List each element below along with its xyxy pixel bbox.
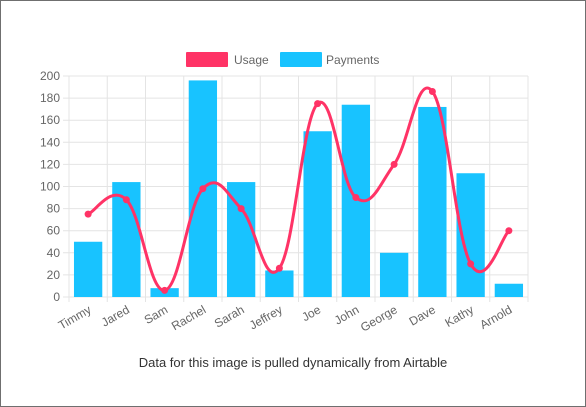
usage-point-sam[interactable] (161, 286, 169, 294)
y-tick-label: 0 (53, 290, 60, 304)
payments-bars (73, 80, 524, 297)
usage-point-dave[interactable] (428, 87, 436, 95)
bar-dave[interactable] (418, 106, 447, 297)
y-tick-label: 20 (47, 268, 61, 282)
usage-point-jeffrey[interactable] (275, 264, 283, 272)
x-tick-label: Arnold (477, 302, 514, 331)
bar-george[interactable] (379, 252, 409, 297)
y-tick-label: 180 (40, 91, 60, 105)
legend-label-payments: Payments (326, 53, 379, 67)
y-tick-label: 120 (40, 157, 60, 171)
x-tick-label: George (358, 302, 400, 334)
usage-point-kathy[interactable] (467, 260, 475, 268)
legend-item-usage[interactable]: Usage (186, 52, 269, 67)
legend-item-payments[interactable]: Payments (280, 52, 379, 67)
y-tick-label: 140 (40, 135, 60, 149)
usage-line (84, 86, 513, 294)
y-tick-label: 160 (40, 113, 60, 127)
x-tick-label: Dave (407, 302, 439, 328)
bar-arnold[interactable] (494, 283, 524, 297)
legend-swatch-usage (186, 52, 228, 67)
usage-point-arnold[interactable] (505, 227, 513, 235)
y-tick-label: 100 (40, 180, 60, 194)
y-tick-label: 40 (47, 246, 61, 260)
y-tick-label: 60 (47, 224, 61, 238)
bar-timmy[interactable] (73, 241, 103, 297)
x-tick-label: Rachel (169, 302, 208, 333)
usage-point-george[interactable] (390, 160, 398, 168)
usage-point-joe[interactable] (314, 100, 322, 108)
y-tick-label: 200 (40, 69, 60, 83)
bar-sarah[interactable] (226, 182, 256, 297)
x-tick-label: Jared (99, 302, 132, 329)
x-tick-label: John (332, 302, 362, 327)
usage-point-jared[interactable] (122, 196, 130, 204)
y-tick-label: 80 (47, 202, 61, 216)
x-tick-label: Sarah (212, 302, 247, 330)
y-axis-ticks: 0 20 40 60 80 100 120 140 160 180 200 (40, 69, 60, 304)
usage-point-john[interactable] (352, 194, 360, 202)
legend-label-usage: Usage (234, 53, 269, 67)
x-tick-label: Sam (142, 302, 170, 326)
usage-point-rachel[interactable] (199, 185, 207, 193)
x-tick-label: Jeffrey (247, 302, 285, 332)
bar-joe[interactable] (303, 131, 332, 297)
legend: Usage Payments (186, 52, 379, 67)
x-tick-label: Joe (299, 302, 323, 324)
legend-swatch-payments (280, 52, 322, 67)
bar-jeffrey[interactable] (265, 270, 294, 297)
usage-point-timmy[interactable] (84, 210, 92, 218)
x-tick-label: Timmy (56, 302, 94, 332)
x-tick-label: Kathy (443, 302, 477, 329)
usage-point-sarah[interactable] (237, 205, 245, 213)
chart-caption: Data for this image is pulled dynamicall… (138, 355, 448, 370)
